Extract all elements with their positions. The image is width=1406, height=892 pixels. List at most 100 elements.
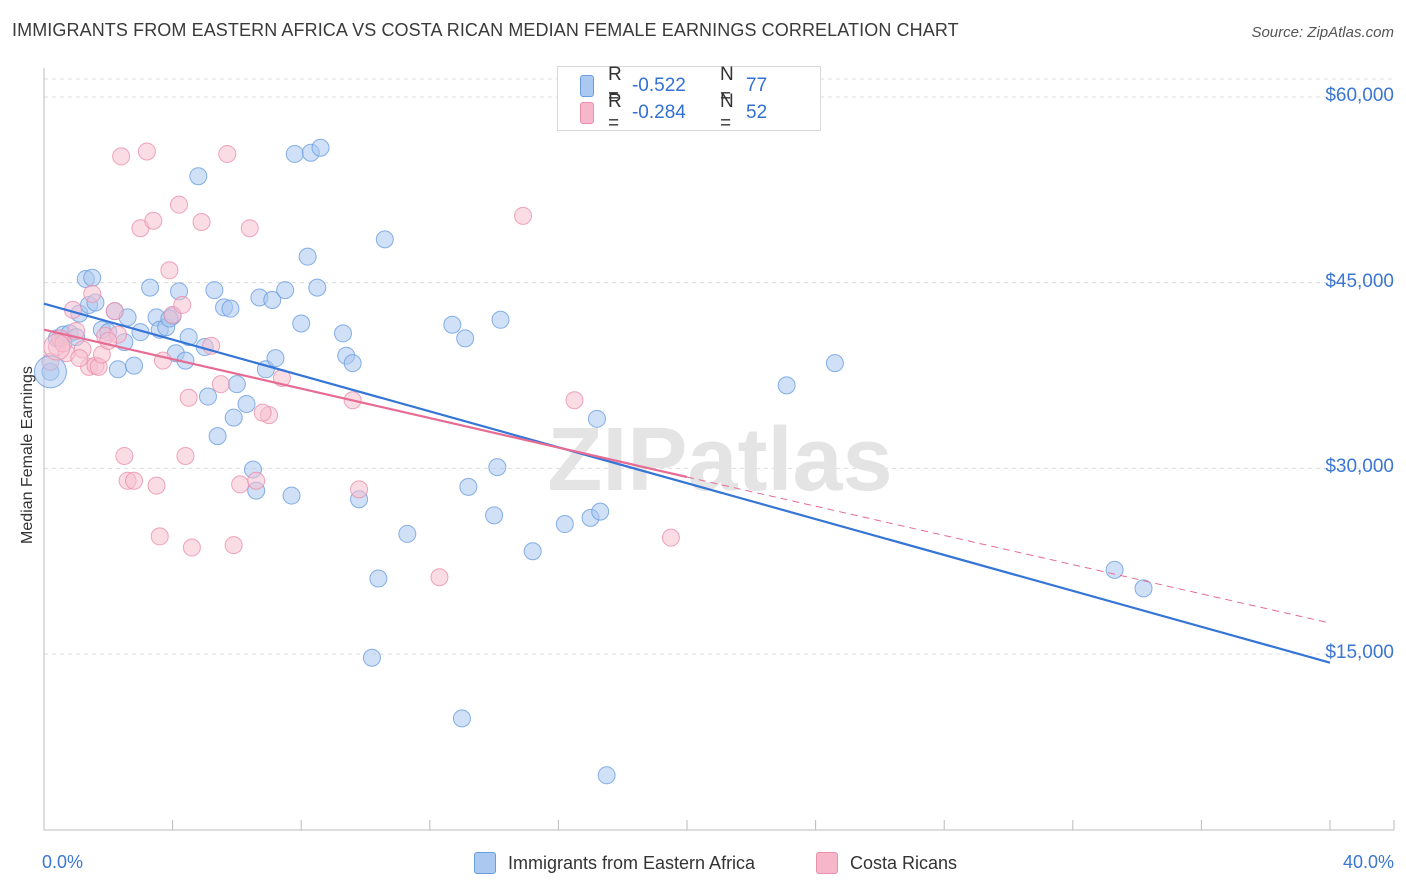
- point-eastern-africa: [263, 290, 282, 309]
- point-costa-ricans: [160, 261, 179, 280]
- chart-title: IMMIGRANTS FROM EASTERN AFRICA VS COSTA …: [12, 20, 959, 40]
- point-eastern-africa: [311, 138, 330, 157]
- legend-n-label: N =: [719, 91, 734, 134]
- point-costa-ricans: [231, 475, 250, 494]
- point-costa-ricans: [176, 446, 195, 465]
- point-eastern-africa: [224, 408, 243, 427]
- point-costa-ricans: [192, 213, 211, 232]
- source-label: Source: ZipAtlas.com: [1251, 24, 1394, 41]
- series-legend: Immigrants from Eastern Africa Costa Ric…: [0, 852, 1406, 878]
- point-costa-ricans: [115, 446, 134, 465]
- point-eastern-africa: [398, 524, 417, 543]
- point-eastern-africa: [1134, 579, 1153, 598]
- x-tick-label-min: 0.0%: [42, 852, 84, 872]
- legend-r-value: -0.284: [631, 102, 686, 123]
- point-eastern-africa: [523, 542, 542, 561]
- point-costa-ricans: [105, 302, 124, 321]
- point-costa-ricans: [514, 206, 533, 225]
- legend-n-label: N =: [719, 64, 734, 107]
- point-eastern-africa: [555, 515, 574, 534]
- point-eastern-africa: [141, 278, 160, 297]
- point-eastern-africa: [179, 328, 198, 347]
- point-eastern-africa: [205, 281, 224, 300]
- point-costa-ricans: [350, 480, 369, 499]
- point-eastern-africa: [362, 648, 381, 667]
- point-eastern-africa: [587, 409, 606, 428]
- point-costa-ricans: [150, 527, 169, 546]
- legend-item-costa-ricans: Costa Ricans: [816, 852, 957, 874]
- point-eastern-africa: [333, 324, 352, 343]
- point-eastern-africa: [298, 247, 317, 266]
- point-eastern-africa: [591, 502, 610, 521]
- point-eastern-africa: [221, 299, 240, 318]
- point-eastern-africa: [282, 486, 301, 505]
- point-costa-ricans: [661, 528, 680, 547]
- point-eastern-africa: [597, 766, 616, 785]
- legend-swatch-pink: [816, 852, 838, 874]
- point-costa-ricans: [218, 144, 237, 163]
- legend-row-eastern-africa: R = -0.522 N = 77: [580, 64, 820, 107]
- y-tick-label: $45,000: [1325, 270, 1394, 292]
- point-eastern-africa: [488, 458, 507, 477]
- y-tick-label: $15,000: [1325, 642, 1394, 663]
- point-costa-ricans: [565, 391, 584, 410]
- y-tick-label: $30,000: [1325, 456, 1394, 478]
- point-costa-ricans: [430, 568, 449, 587]
- legend-n-value: 52: [746, 102, 768, 123]
- point-eastern-africa: [452, 709, 471, 728]
- axes: [43, 68, 1395, 831]
- point-costa-ricans: [240, 219, 259, 238]
- point-costa-ricans: [179, 388, 198, 407]
- point-eastern-africa: [125, 356, 144, 375]
- legend-r-label: R =: [607, 91, 622, 134]
- legend-label-eastern-africa: Immigrants from Eastern Africa: [508, 852, 756, 873]
- trend-line-eastern-africa: [43, 302, 1331, 664]
- point-costa-ricans: [70, 349, 89, 368]
- point-eastern-africa: [777, 376, 796, 395]
- legend-swatch-blue: [474, 852, 496, 874]
- point-costa-ricans: [83, 284, 102, 303]
- trend-line-costa-ricans: [43, 328, 688, 479]
- point-costa-ricans: [173, 295, 192, 314]
- point-costa-ricans: [43, 333, 71, 361]
- data-points: [33, 138, 1153, 785]
- point-eastern-africa: [33, 355, 67, 389]
- legend-row-costa-ricans: R = -0.284 N = 52: [580, 91, 820, 134]
- point-costa-ricans: [170, 195, 189, 214]
- legend-n-value: 77: [746, 75, 768, 96]
- point-eastern-africa: [276, 281, 295, 300]
- point-eastern-africa: [456, 329, 475, 348]
- legend-swatch-blue: [580, 75, 594, 97]
- legend-swatch-pink: [580, 102, 594, 124]
- point-eastern-africa: [227, 375, 246, 394]
- point-costa-ricans: [247, 471, 266, 490]
- point-eastern-africa: [83, 268, 102, 287]
- legend-item-eastern-africa: Immigrants from Eastern Africa: [474, 852, 755, 874]
- x-tick-label-max: 40.0%: [1342, 852, 1394, 872]
- point-eastern-africa: [266, 349, 285, 368]
- point-costa-ricans: [211, 375, 230, 394]
- point-costa-ricans: [144, 211, 163, 230]
- point-eastern-africa: [369, 569, 388, 588]
- point-eastern-africa: [459, 477, 478, 496]
- grid-lines: [44, 78, 1394, 655]
- point-eastern-africa: [285, 144, 304, 163]
- trend-line-costa-ricans-projection: [686, 476, 1331, 624]
- point-costa-ricans: [125, 471, 144, 490]
- stats-legend: R = -0.522 N = 77 R = -0.284 N = 52: [557, 64, 821, 134]
- legend-label-costa-ricans: Costa Ricans: [850, 852, 958, 873]
- point-eastern-africa: [189, 167, 208, 186]
- point-eastern-africa: [237, 394, 256, 413]
- point-eastern-africa: [108, 360, 127, 379]
- y-tick-label: $60,000: [1325, 85, 1394, 106]
- point-eastern-africa: [308, 278, 327, 297]
- point-costa-ricans: [112, 147, 131, 166]
- point-costa-ricans: [224, 536, 243, 555]
- point-costa-ricans: [182, 538, 201, 557]
- point-costa-ricans: [147, 476, 166, 495]
- legend-r-label: R =: [607, 64, 622, 107]
- point-eastern-africa: [485, 506, 504, 525]
- legend-r-value: -0.522: [631, 75, 686, 96]
- point-costa-ricans: [253, 403, 272, 422]
